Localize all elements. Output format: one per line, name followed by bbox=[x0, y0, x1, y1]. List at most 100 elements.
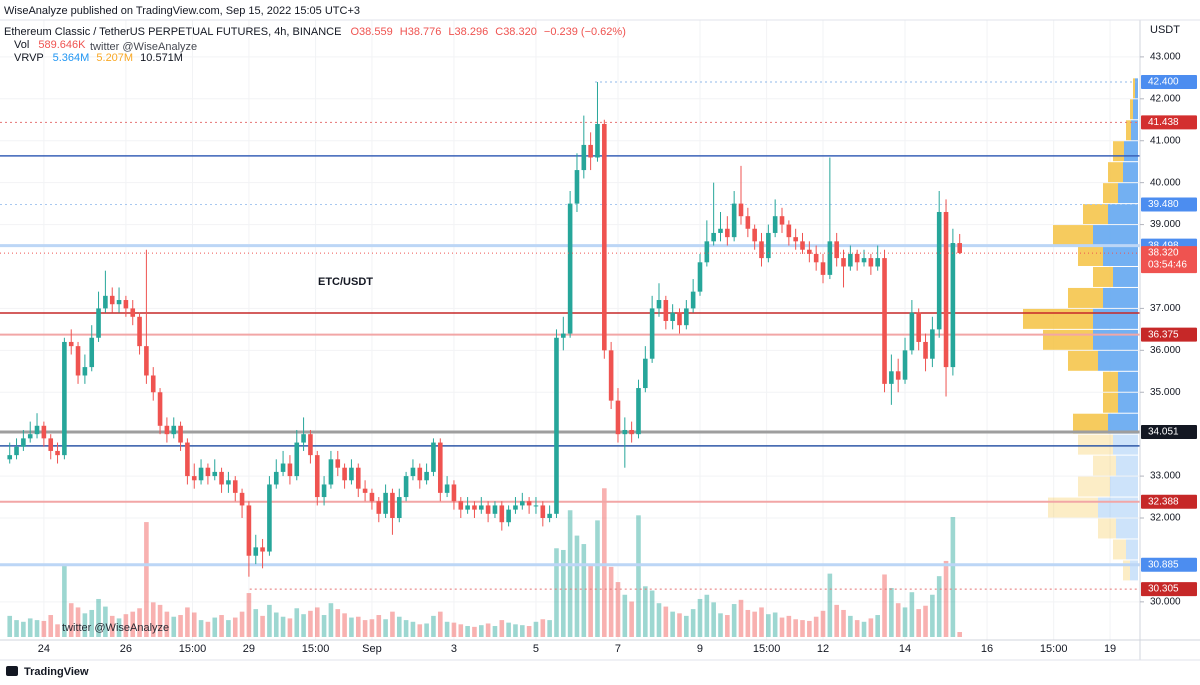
price-tag-label: 41.438 bbox=[1148, 117, 1179, 128]
candle-body bbox=[89, 337, 95, 368]
candle-body bbox=[868, 258, 874, 267]
price-tag bbox=[1141, 115, 1197, 130]
profile-down bbox=[1078, 434, 1113, 455]
profile-up bbox=[1098, 497, 1138, 518]
candle-body bbox=[157, 392, 163, 426]
volume-bar bbox=[219, 615, 224, 637]
price-tag bbox=[1141, 197, 1197, 212]
candle-body bbox=[376, 501, 382, 514]
candle-body bbox=[267, 484, 272, 552]
candle-body bbox=[308, 434, 313, 456]
volume-bar bbox=[656, 603, 662, 637]
y-tick-label: 30.000 bbox=[1150, 596, 1181, 607]
candle-body bbox=[738, 203, 744, 217]
candle-body bbox=[615, 400, 621, 435]
candle-body bbox=[75, 346, 81, 376]
candle-body bbox=[390, 492, 395, 519]
volume-bar bbox=[574, 535, 580, 637]
volume-bar bbox=[759, 607, 764, 637]
candle-body bbox=[957, 243, 962, 254]
volume-bar bbox=[943, 560, 949, 637]
volume-bar bbox=[875, 615, 880, 637]
candle-body bbox=[137, 316, 142, 347]
candle-body bbox=[144, 346, 149, 376]
candle-body bbox=[314, 455, 320, 498]
volume-bar bbox=[376, 615, 382, 637]
volume-bar bbox=[48, 615, 54, 637]
x-tick-label: 24 bbox=[38, 643, 50, 655]
logo bbox=[6, 666, 18, 676]
price-tag-label: 42.400 bbox=[1148, 77, 1179, 88]
profile-down bbox=[1133, 78, 1135, 99]
candle-body bbox=[909, 312, 915, 351]
candle-body bbox=[116, 300, 122, 305]
symbol: Ethereum Classic / TetherUS PERPETUAL FU… bbox=[4, 26, 341, 38]
volume-bar bbox=[889, 587, 894, 637]
volume-bar bbox=[41, 620, 47, 637]
candle-body bbox=[697, 262, 703, 292]
volume-bar bbox=[437, 611, 443, 637]
profile-up bbox=[1131, 120, 1138, 141]
candle-body bbox=[444, 484, 450, 493]
profile-down bbox=[1113, 539, 1126, 560]
volume-bar bbox=[930, 594, 935, 637]
volume-bar bbox=[328, 603, 334, 637]
volume-bar bbox=[561, 549, 566, 637]
profile-down bbox=[1078, 246, 1103, 266]
profile-down bbox=[1130, 99, 1133, 120]
candle-body bbox=[431, 442, 436, 472]
candle-body bbox=[943, 211, 949, 368]
vol-name: Vol bbox=[14, 39, 29, 51]
volume-bar bbox=[485, 623, 491, 637]
price-axis: 43.000 42.000 41.000 40.000 39.000 37.000 36.0… bbox=[1140, 52, 1197, 607]
profile-down bbox=[1103, 392, 1118, 413]
volume-bar bbox=[226, 620, 231, 637]
candle-body bbox=[540, 505, 546, 519]
volume-bar bbox=[540, 619, 546, 637]
volume-bar bbox=[950, 517, 956, 637]
volume-bar bbox=[711, 602, 716, 637]
candle-body bbox=[7, 455, 13, 460]
last-price-label: 38.320 bbox=[1148, 248, 1179, 259]
ohlc-change: −0.239 (−0.62%) bbox=[544, 26, 626, 38]
candle-body bbox=[526, 501, 532, 506]
candle-body bbox=[27, 434, 33, 439]
candle-body bbox=[219, 471, 224, 485]
profile-down bbox=[1043, 329, 1093, 350]
volume-bar bbox=[144, 522, 149, 637]
profile-up bbox=[1116, 455, 1138, 476]
volume-bar bbox=[472, 626, 477, 637]
volume-bar bbox=[239, 611, 245, 637]
profile-down bbox=[1123, 560, 1130, 581]
candle-body bbox=[561, 333, 566, 338]
volume-bar bbox=[834, 604, 839, 637]
volume-bar bbox=[786, 615, 792, 637]
profile-down bbox=[1108, 162, 1123, 183]
candle-body bbox=[328, 459, 334, 485]
volume-bar bbox=[581, 544, 587, 637]
candle-body bbox=[198, 467, 204, 481]
candle-body bbox=[574, 170, 580, 204]
volume-bar bbox=[27, 618, 33, 637]
ohlc-close: C38.320 bbox=[495, 26, 537, 38]
volume-bar bbox=[588, 565, 593, 637]
candle-body bbox=[280, 463, 286, 472]
volume-bar bbox=[909, 592, 915, 637]
volume-bar bbox=[191, 612, 197, 637]
volume-bar bbox=[410, 621, 416, 637]
volume-bar bbox=[123, 614, 129, 637]
volume-bar bbox=[7, 615, 13, 637]
volume-bar bbox=[615, 582, 621, 637]
volume-bar bbox=[294, 608, 300, 637]
volume-bar bbox=[451, 622, 457, 637]
candle-body bbox=[335, 459, 341, 468]
volume-bar bbox=[260, 615, 265, 637]
candle-body bbox=[800, 241, 805, 250]
y-tick-label: 40.000 bbox=[1150, 177, 1181, 188]
x-tick-label: 9 bbox=[697, 643, 703, 655]
profile-up bbox=[1093, 329, 1138, 350]
candle-body bbox=[239, 492, 245, 506]
candle-body bbox=[813, 253, 819, 263]
price-tag-label: 34.051 bbox=[1148, 427, 1179, 438]
